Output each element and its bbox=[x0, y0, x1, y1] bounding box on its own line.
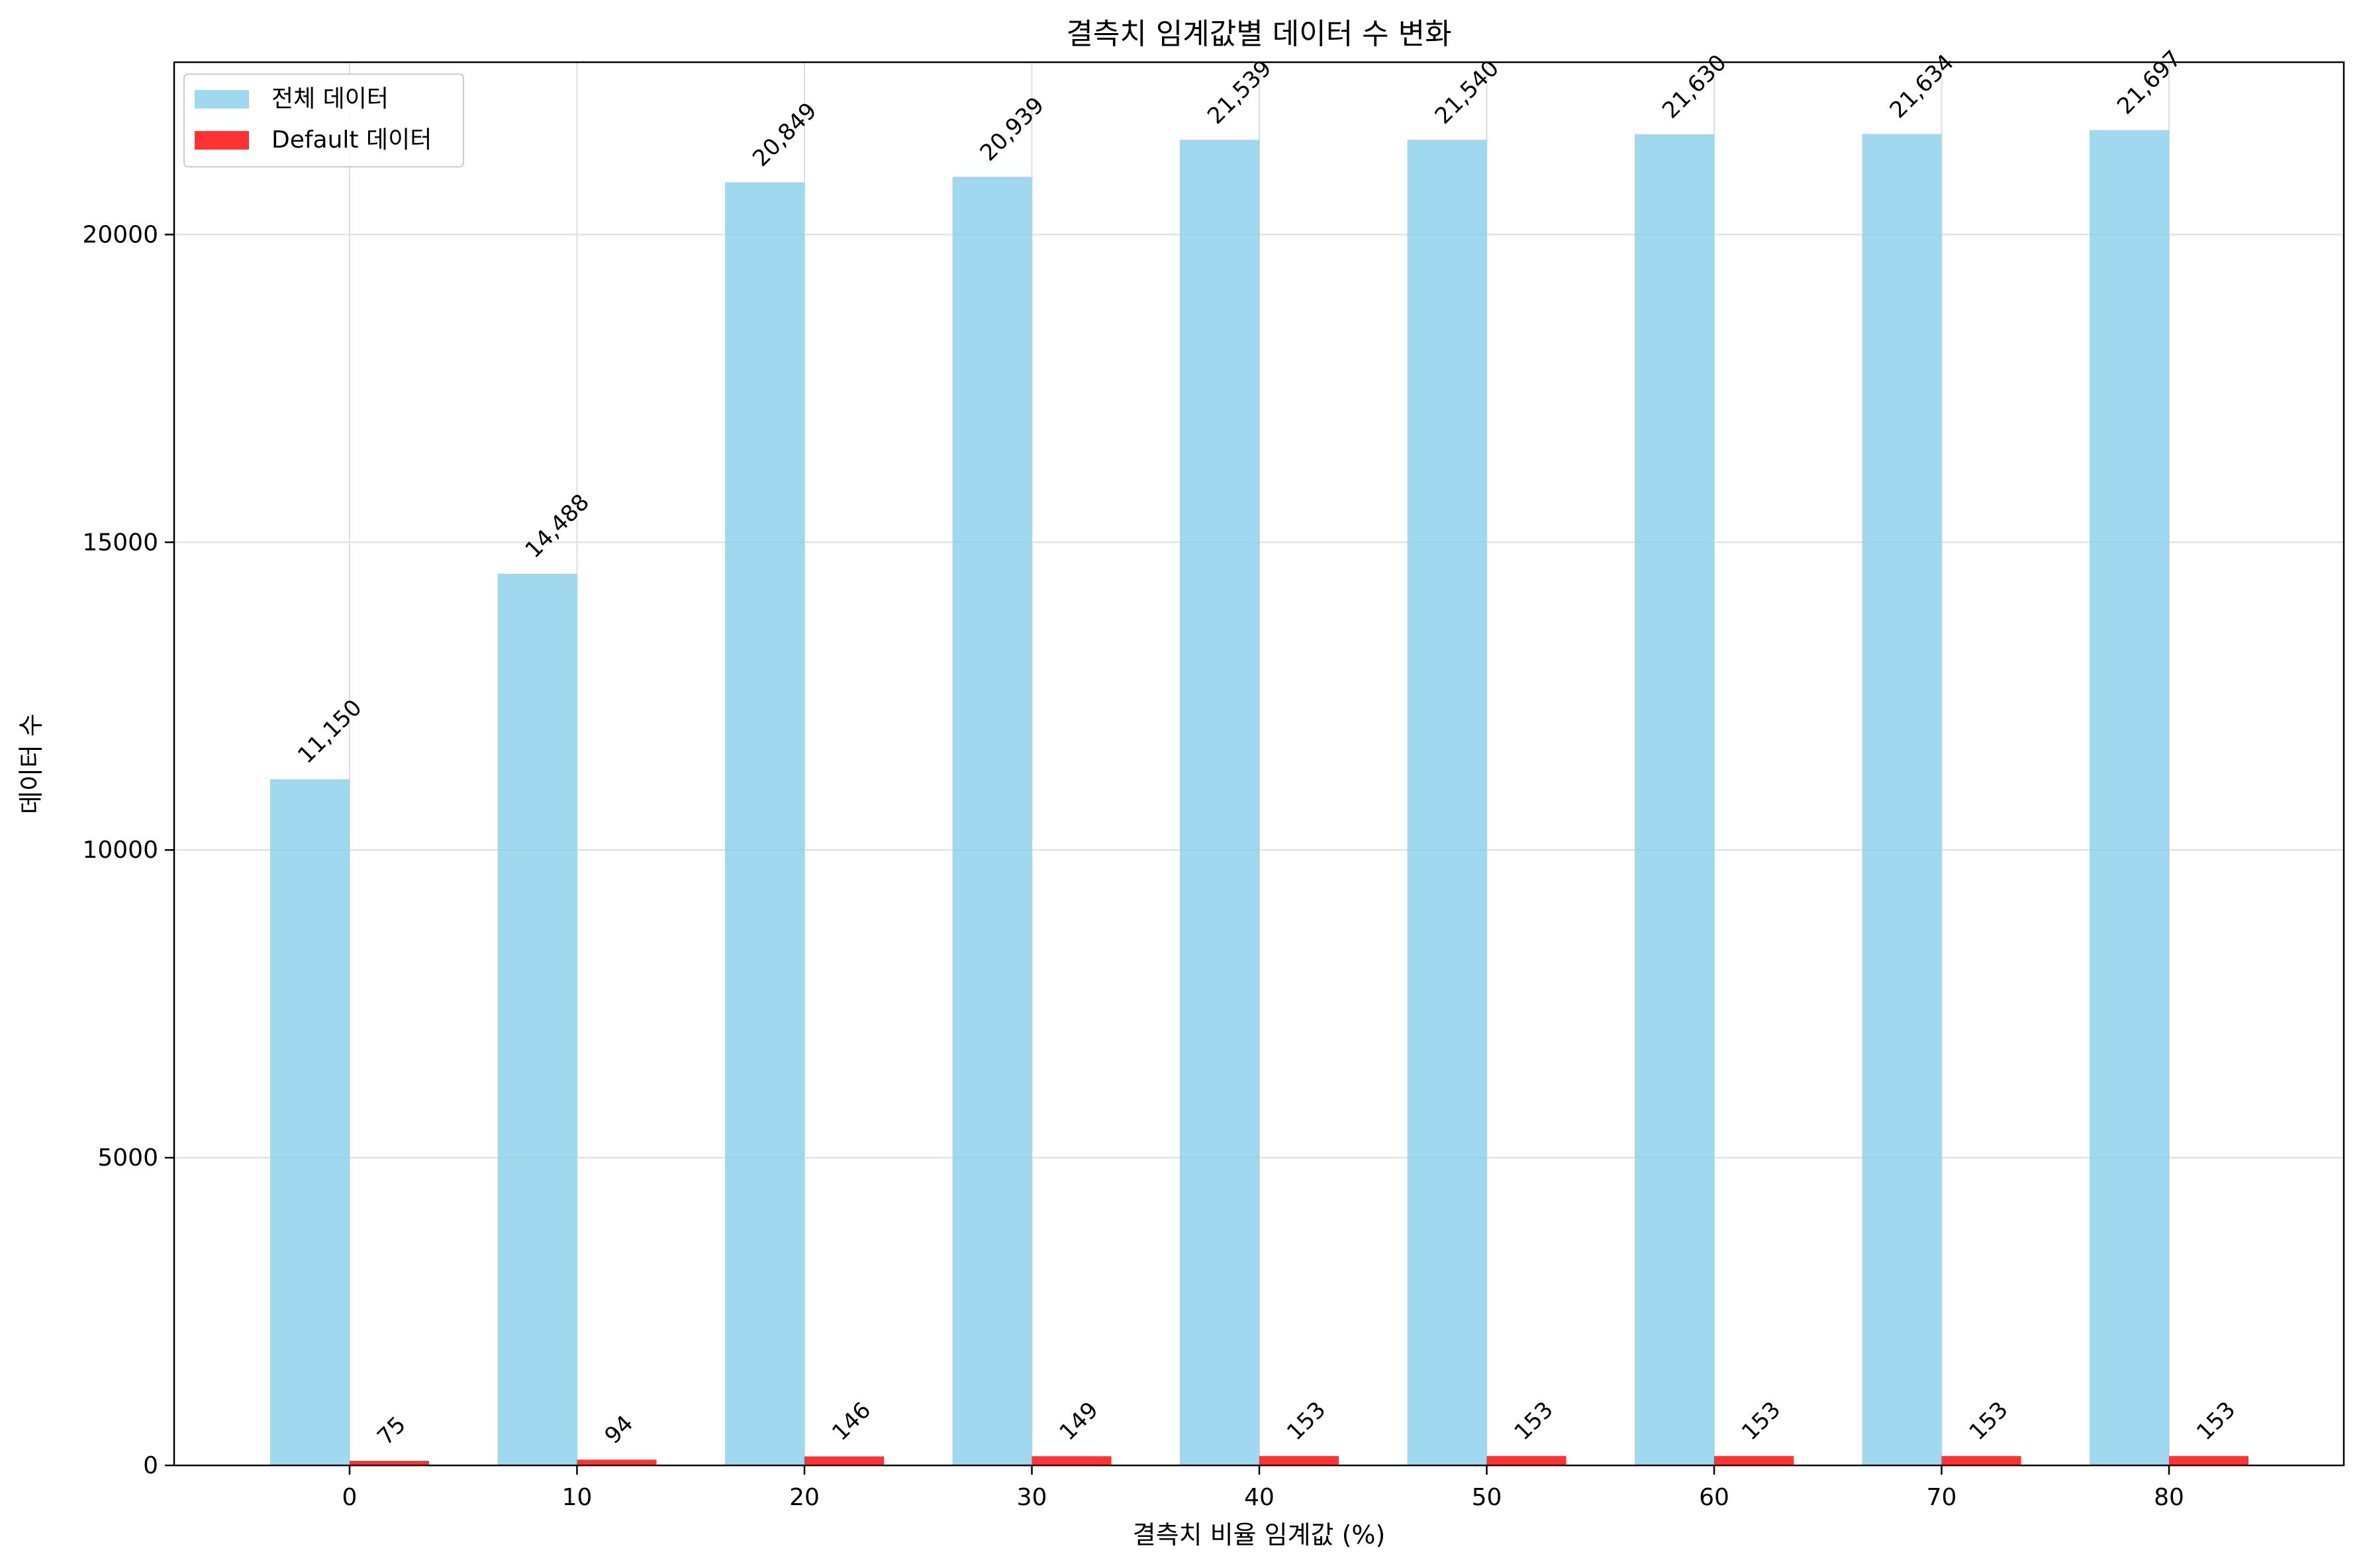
bar-default bbox=[1259, 1455, 1339, 1465]
bar-total bbox=[270, 779, 350, 1465]
bar-default bbox=[350, 1461, 429, 1465]
y-tick-label: 10000 bbox=[82, 837, 158, 864]
x-tick-label: 30 bbox=[1017, 1484, 1047, 1511]
y-tick-label: 5000 bbox=[97, 1144, 158, 1172]
bar-default bbox=[1941, 1455, 2021, 1465]
x-axis-label: 결측치 비율 임계값 (%) bbox=[1133, 1520, 1386, 1549]
y-tick-label: 0 bbox=[143, 1452, 158, 1479]
bar-default bbox=[804, 1456, 884, 1465]
x-tick-label: 40 bbox=[1244, 1484, 1275, 1511]
bar-total bbox=[497, 573, 577, 1466]
bar-total bbox=[1407, 140, 1487, 1465]
bar-total bbox=[2090, 130, 2169, 1465]
y-tick-label: 15000 bbox=[82, 529, 158, 556]
x-tick-label: 60 bbox=[1699, 1484, 1729, 1511]
bar-default bbox=[1032, 1456, 1112, 1465]
legend-swatch-total bbox=[195, 90, 249, 109]
legend-box bbox=[183, 73, 464, 167]
x-tick-label: 10 bbox=[562, 1484, 593, 1511]
x-tick-label: 70 bbox=[1927, 1484, 1957, 1511]
bar-total bbox=[1180, 140, 1259, 1466]
legend-swatch-default bbox=[195, 131, 249, 150]
legend-label-default: Default 데이터 bbox=[271, 126, 432, 154]
legend: 전체 데이터 Default 데이터 bbox=[183, 73, 464, 167]
bars bbox=[270, 130, 2248, 1466]
x-tick-label: 20 bbox=[789, 1484, 820, 1511]
bar-default bbox=[1714, 1455, 1794, 1465]
x-tick-label: 0 bbox=[342, 1484, 358, 1511]
bar-total bbox=[1635, 134, 1714, 1466]
chart-title: 결측치 임계값별 데이터 수 변화 bbox=[1066, 17, 1451, 51]
bar-default bbox=[1486, 1455, 1567, 1465]
x-tick-label: 80 bbox=[2154, 1484, 2184, 1511]
bar-total bbox=[952, 177, 1032, 1466]
bar-default bbox=[577, 1459, 657, 1465]
axis-ticks: 0 5000 10000 15000 20000 0 10 20 30 40 50 60 70 80 bbox=[82, 221, 2184, 1511]
x-tick-label: 50 bbox=[1472, 1484, 1502, 1511]
y-tick-label: 20000 bbox=[82, 221, 158, 248]
bar-total bbox=[725, 182, 804, 1465]
bar-total bbox=[1862, 134, 1942, 1466]
y-axis-label: 데이터 수 bbox=[17, 714, 46, 814]
legend-label-total: 전체 데이터 bbox=[271, 85, 389, 113]
bar-default bbox=[2169, 1455, 2248, 1465]
